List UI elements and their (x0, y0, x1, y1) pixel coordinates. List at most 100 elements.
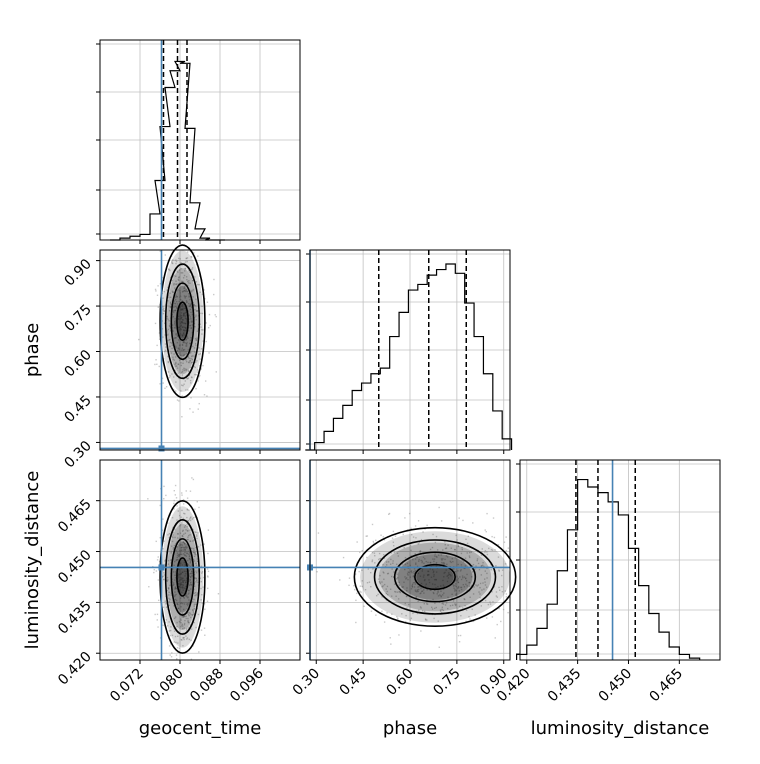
scatter-distance-phase-sample (353, 588, 356, 591)
scatter-distance-geocent-sample (179, 564, 181, 566)
scatter-distance-geocent-sample (200, 587, 202, 590)
scatter-phase-geocent-sample (185, 359, 187, 361)
scatter-phase-geocent-sample (171, 324, 174, 326)
scatter-distance-geocent-sample (178, 514, 181, 517)
scatter-phase-geocent-sample (184, 339, 186, 341)
scatter-distance-phase-sample (394, 535, 397, 537)
scatter-distance-geocent-sample (194, 592, 197, 594)
scatter-phase-geocent-sample (199, 374, 201, 377)
scatter-distance-phase-sample (415, 562, 417, 564)
scatter-distance-geocent-sample (188, 564, 190, 567)
scatter-distance-phase-sample (396, 591, 399, 593)
scatter-distance-geocent-sample (180, 572, 183, 575)
scatter-phase-geocent-sample (177, 278, 180, 281)
scatter-distance-geocent-sample (182, 498, 185, 501)
scatter-phase-geocent-sample (185, 361, 188, 363)
scatter-distance-geocent-sample (183, 636, 185, 639)
scatter-phase-geocent-sample (183, 312, 185, 315)
scatter-phase-geocent-sample (173, 353, 175, 355)
scatter-phase-geocent-density-level-4 (161, 250, 204, 392)
scatter-phase-geocent-sample (185, 276, 188, 278)
scatter-phase-geocent-sample (170, 352, 173, 354)
scatter-distance-geocent-sample (181, 494, 183, 496)
scatter-phase-geocent-sample (182, 349, 185, 351)
scatter-distance-phase-sample (405, 595, 408, 598)
scatter-distance-geocent-sample (157, 599, 160, 602)
scatter-phase-geocent-sample (192, 288, 194, 291)
scatter-distance-phase-sample (397, 598, 400, 600)
scatter-distance-geocent-sample (169, 565, 171, 568)
scatter-distance-phase-sample (414, 553, 416, 555)
scatter-distance-phase-sample (463, 576, 466, 578)
scatter-phase-geocent-sample (187, 377, 190, 379)
scatter-phase-geocent-sample (163, 358, 165, 360)
scatter-distance-phase-sample (451, 593, 453, 596)
scatter-phase-geocent-sample (190, 366, 192, 369)
scatter-distance-geocent-sample (177, 607, 180, 610)
scatter-distance-geocent-sample (189, 612, 191, 614)
scatter-phase-geocent-sample (190, 327, 192, 329)
scatter-distance-geocent-sample (180, 602, 182, 605)
scatter-distance-geocent-sample (189, 579, 191, 581)
scatter-distance-phase-sample (451, 604, 454, 606)
scatter-phase-geocent-sample (192, 411, 194, 413)
scatter-distance-geocent-sample (197, 532, 199, 534)
scatter-phase-geocent-sample (175, 365, 177, 367)
scatter-distance-geocent-sample (197, 613, 200, 616)
scatter-phase-geocent-sample (195, 361, 197, 364)
scatter-distance-phase-sample (461, 548, 464, 551)
scatter-distance-phase-sample (455, 593, 457, 596)
scatter-distance-phase-sample (457, 608, 459, 610)
scatter-distance-phase-sample (439, 609, 442, 611)
scatter-distance-geocent-sample (175, 641, 177, 644)
scatter-phase-geocent-sample (184, 368, 186, 370)
scatter-distance-geocent-contour-4 (159, 499, 206, 654)
scatter-distance-phase-sample (443, 585, 445, 588)
scatter-phase-geocent-sample (174, 322, 176, 324)
scatter-phase-geocent-sample (172, 310, 175, 312)
scatter-distance-phase-sample (403, 581, 405, 583)
scatter-distance-phase-sample (395, 591, 397, 593)
scatter-phase-geocent-sample (194, 373, 196, 376)
scatter-distance-phase-sample (460, 588, 463, 591)
scatter-distance-geocent-sample (178, 554, 180, 557)
scatter-phase-geocent-sample (188, 280, 190, 282)
scatter-phase-geocent-sample (176, 289, 179, 291)
scatter-phase-geocent-sample (185, 257, 187, 260)
scatter-phase-geocent-sample (202, 364, 204, 367)
scatter-distance-geocent-sample (188, 574, 190, 576)
scatter-phase-geocent-sample (194, 326, 196, 328)
scatter-distance-geocent-sample (183, 579, 186, 582)
scatter-phase-geocent-sample (189, 282, 191, 284)
scatter-phase-geocent-sample (181, 347, 184, 349)
scatter-distance-geocent-sample (173, 641, 175, 643)
scatter-distance-geocent-sample (200, 544, 202, 546)
scatter-distance-phase-sample (465, 620, 467, 623)
scatter-distance-geocent-sample (176, 546, 178, 548)
scatter-distance-geocent-sample (178, 585, 180, 588)
scatter-phase-geocent-sample (194, 356, 196, 358)
scatter-phase-geocent-sample (202, 340, 204, 342)
scatter-phase-geocent-sample (174, 323, 176, 325)
ytick-label-phase-2: 0.60 (61, 347, 94, 380)
scatter-distance-phase-sample (507, 547, 510, 549)
scatter-distance-phase-sample (467, 535, 470, 537)
scatter-distance-geocent-sample (188, 589, 190, 592)
scatter-distance-geocent-sample (178, 579, 181, 582)
scatter-phase-geocent-sample (183, 274, 186, 277)
scatter-distance-phase-sample (397, 617, 399, 619)
scatter-distance-phase-sample (417, 520, 420, 522)
scatter-distance-phase-sample (482, 562, 484, 564)
scatter-distance-geocent-sample (167, 563, 170, 565)
scatter-distance-geocent-sample (183, 587, 185, 589)
scatter-phase-geocent-sample (175, 283, 178, 285)
scatter-distance-geocent-sample (181, 534, 184, 537)
scatter-phase-geocent-sample (154, 322, 157, 325)
scatter-distance-phase-sample (460, 578, 463, 581)
scatter-phase-geocent-sample (163, 290, 165, 293)
scatter-distance-geocent-sample (193, 585, 196, 587)
scatter-phase-geocent-sample (168, 324, 171, 327)
scatter-phase-geocent-sample (182, 349, 184, 351)
scatter-distance-phase-sample (459, 576, 461, 578)
scatter-distance-phase-sample (355, 599, 357, 602)
